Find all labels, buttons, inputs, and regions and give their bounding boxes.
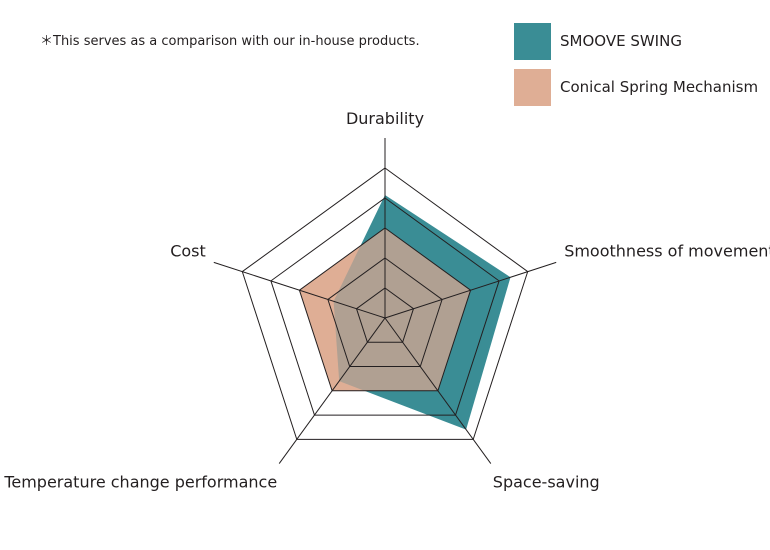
legend-item-conical-spring: Conical Spring Mechanism xyxy=(514,68,758,106)
axis-line-3 xyxy=(384,317,492,464)
axis-line-2 xyxy=(384,261,557,319)
axis-label-smoothness-of-movement: Smoothness of movement xyxy=(564,241,770,260)
legend-label-smoove-swing: SMOOVE SWING xyxy=(560,32,682,50)
legend-label-conical-spring: Conical Spring Mechanism xyxy=(560,78,759,96)
comparison-note: ＊This serves as a comparison with our in… xyxy=(40,34,420,49)
axis-label-space-saving: Space-saving xyxy=(493,473,600,492)
chart-legend: SMOOVE SWING Conical Spring Mechanism xyxy=(514,22,758,114)
axis-label-temperature-change-performance: Temperature change performance xyxy=(3,473,277,492)
axis-line-4 xyxy=(278,317,386,464)
legend-swatch-conical-spring xyxy=(514,68,551,106)
axis-line-5 xyxy=(213,261,386,319)
grid-ring-5 xyxy=(241,167,529,440)
axis-label-durability: Durability xyxy=(346,109,424,128)
grid-ring-2 xyxy=(327,257,443,367)
grid-ring-1 xyxy=(355,287,415,343)
grid-ring-4 xyxy=(270,197,500,416)
legend-swatch-smoove-swing xyxy=(514,22,551,60)
legend-item-smoove-swing: SMOOVE SWING xyxy=(514,22,758,60)
axis-label-cost: Cost xyxy=(170,241,206,260)
grid-ring-3 xyxy=(298,227,472,392)
